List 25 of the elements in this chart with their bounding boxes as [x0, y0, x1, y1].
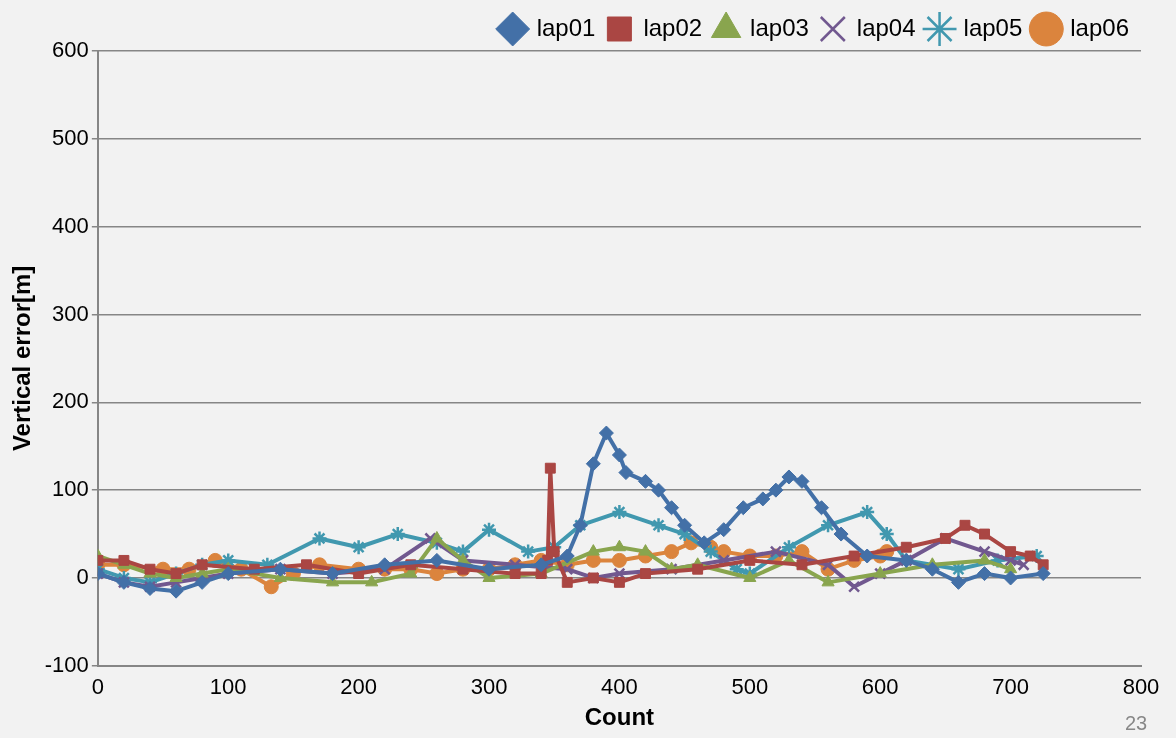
x-axis-title: Count: [584, 703, 655, 731]
y-tick-label: 400: [52, 212, 89, 238]
y-tick-label: 0: [76, 564, 89, 590]
legend-label: lap03: [750, 13, 809, 41]
y-tick-label: 300: [52, 300, 89, 326]
text: 23: [1125, 712, 1148, 735]
legend-label: lap06: [1070, 13, 1130, 41]
y-tick-label: 600: [52, 37, 89, 63]
x-tick-label: 500: [731, 674, 769, 700]
x-tick-label: 400: [601, 674, 638, 700]
x-tick-label: 700: [992, 674, 1029, 700]
legend-label: lap02: [643, 13, 703, 41]
y-tick-label: 200: [52, 388, 89, 414]
y-tick-label: 100: [52, 476, 89, 502]
legend-label: lap04: [856, 13, 916, 41]
legend-label: lap01: [536, 13, 596, 41]
y-axis-title: Vertical error[m]: [8, 265, 36, 452]
x-tick-label: 300: [470, 674, 508, 700]
x-tick-label: 100: [209, 674, 247, 700]
y-tick-label: -100: [44, 651, 89, 677]
y-tick-label: 500: [52, 124, 89, 150]
x-tick-label: 200: [340, 674, 377, 700]
legend-label: lap05: [963, 13, 1023, 41]
x-tick-label: 800: [1122, 674, 1160, 700]
x-tick-label: 600: [861, 674, 899, 700]
